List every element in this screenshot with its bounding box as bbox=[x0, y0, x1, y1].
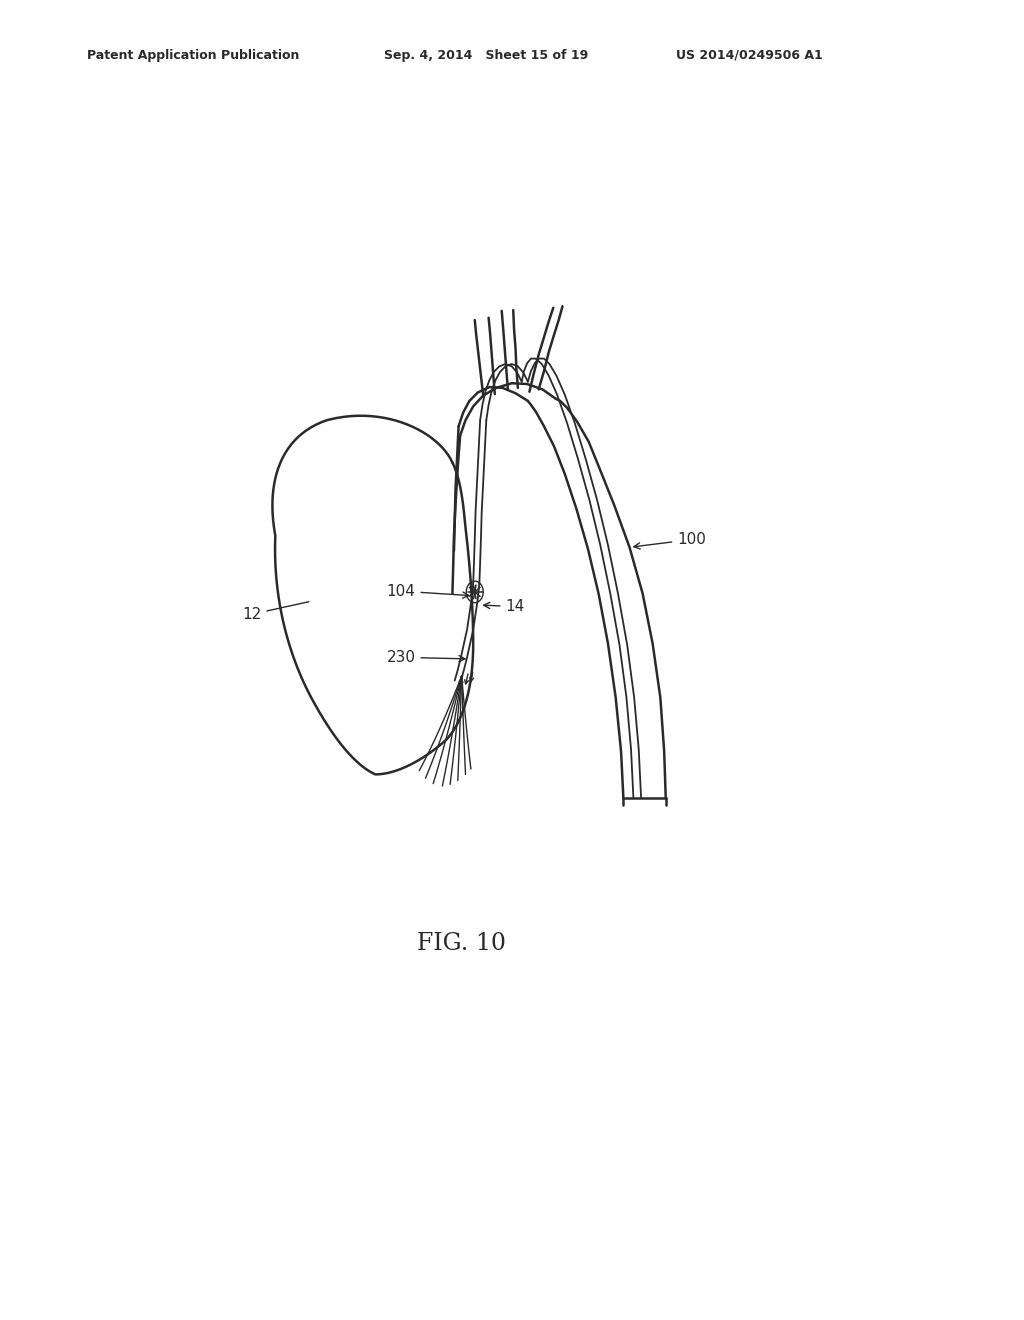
Text: US 2014/0249506 A1: US 2014/0249506 A1 bbox=[676, 49, 822, 62]
Text: 12: 12 bbox=[243, 602, 309, 622]
Text: 14: 14 bbox=[483, 599, 524, 614]
Text: FIG. 10: FIG. 10 bbox=[417, 932, 506, 956]
Text: 104: 104 bbox=[387, 583, 469, 599]
Text: Patent Application Publication: Patent Application Publication bbox=[87, 49, 299, 62]
Text: Sep. 4, 2014   Sheet 15 of 19: Sep. 4, 2014 Sheet 15 of 19 bbox=[384, 49, 588, 62]
Text: 230: 230 bbox=[386, 649, 465, 665]
Text: 100: 100 bbox=[634, 532, 707, 549]
